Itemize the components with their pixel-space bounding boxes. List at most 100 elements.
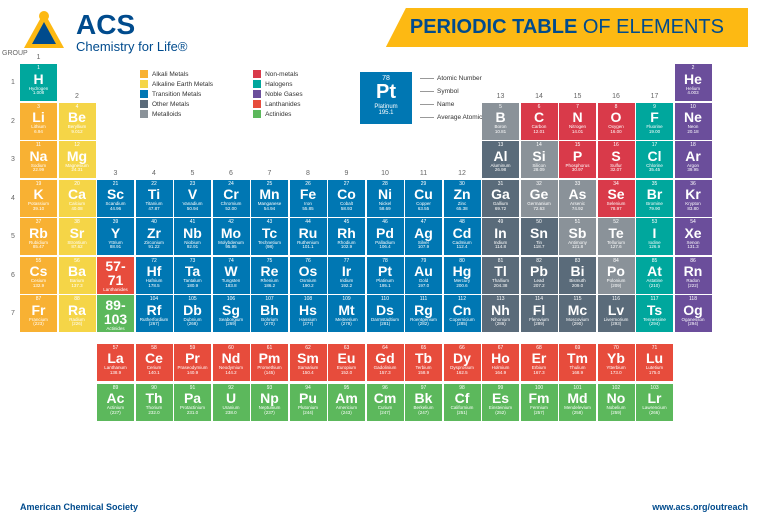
legend-label: Transition Metals bbox=[152, 91, 201, 98]
element-cell: 23VVanadium50.94 bbox=[174, 180, 211, 217]
element-cell: 108HsHassium(277) bbox=[290, 295, 327, 332]
group-number: 14 bbox=[521, 93, 558, 100]
element-symbol: B bbox=[483, 110, 518, 124]
element-cell: 101MdMendelevium(258) bbox=[559, 384, 596, 421]
legend-item: Halogens bbox=[253, 80, 303, 88]
element-cell: 118OgOganesson(294) bbox=[675, 295, 712, 332]
element-cell: 72HfHafnium178.5 bbox=[136, 257, 173, 294]
element-symbol: Hs bbox=[291, 303, 326, 317]
element-cell: 97BkBerkelium(247) bbox=[405, 384, 442, 421]
element-cell: 30ZnZinc65.38 bbox=[444, 180, 481, 217]
element-symbol: Lv bbox=[599, 303, 634, 317]
element-cell: 24CrChromium52.00 bbox=[213, 180, 250, 217]
title-banner: PERIODIC TABLE OF ELEMENTS bbox=[386, 8, 748, 47]
element-cell: 63EuEuropium152.0 bbox=[328, 344, 365, 381]
element-symbol: Be bbox=[60, 110, 95, 124]
element-cell: 104RfRutherfordium(267) bbox=[136, 295, 173, 332]
atomic-number: 109 bbox=[328, 297, 365, 302]
element-cell: 78PtPlatinum195.1 bbox=[367, 257, 404, 294]
element-cell: 10NeNeon20.18 bbox=[675, 103, 712, 140]
atomic-number: 93 bbox=[251, 386, 288, 391]
element-cell: 8OOxygen16.00 bbox=[598, 103, 635, 140]
element-name: Actinides bbox=[98, 327, 133, 332]
atomic-mass: 232.0 bbox=[137, 411, 172, 416]
element-cell: 58CeCerium140.1 bbox=[136, 344, 173, 381]
atomic-mass: (278) bbox=[329, 322, 364, 327]
element-cell: 74WTungsten183.8 bbox=[213, 257, 250, 294]
atomic-mass: 9.012 bbox=[60, 130, 95, 135]
atomic-number: 38 bbox=[59, 220, 96, 225]
atomic-number: 1 bbox=[20, 66, 57, 71]
atomic-mass: 186.2 bbox=[252, 284, 287, 289]
element-symbol: Th bbox=[137, 391, 172, 405]
element-cell: 18ArArgon39.95 bbox=[675, 141, 712, 178]
element-cell: 16SSulfur32.07 bbox=[598, 141, 635, 178]
element-symbol: Db bbox=[175, 303, 210, 317]
element-symbol: Te bbox=[599, 226, 634, 240]
logo-area: ACS Chemistry for Life® bbox=[20, 8, 187, 56]
atomic-mass: (257) bbox=[522, 411, 557, 416]
atomic-number: 37 bbox=[20, 220, 57, 225]
element-cell: 112CnCopernicium(285) bbox=[444, 295, 481, 332]
atomic-mass: (98) bbox=[252, 245, 287, 250]
atomic-number: 117 bbox=[636, 297, 673, 302]
element-symbol: Cr bbox=[214, 187, 249, 201]
element-cell: 25MnManganese54.94 bbox=[251, 180, 288, 217]
element-symbol: K bbox=[21, 187, 56, 201]
element-symbol: O bbox=[599, 110, 634, 124]
element-cell: 15PPhosphorus30.97 bbox=[559, 141, 596, 178]
atomic-number: 18 bbox=[675, 143, 712, 148]
element-cell: 47AgSilver107.9 bbox=[405, 218, 442, 255]
element-symbol: Cs bbox=[21, 264, 56, 278]
element-symbol: Mo bbox=[214, 226, 249, 240]
element-cell: 110DsDarmstadtium(281) bbox=[367, 295, 404, 332]
element-symbol: Ts bbox=[637, 303, 672, 317]
element-cell: 96CmCurium(247) bbox=[367, 384, 404, 421]
footer-left: American Chemical Society bbox=[20, 502, 138, 512]
atomic-mass: 47.87 bbox=[137, 207, 172, 212]
element-cell: 26FeIron55.85 bbox=[290, 180, 327, 217]
atomic-mass: (251) bbox=[445, 411, 480, 416]
element-symbol: Mn bbox=[252, 187, 287, 201]
element-symbol: Si bbox=[522, 149, 557, 163]
element-symbol: Nh bbox=[483, 303, 518, 317]
atomic-mass: (293) bbox=[599, 322, 634, 327]
atomic-mass: 79.90 bbox=[637, 207, 672, 212]
period-number: 7 bbox=[8, 295, 18, 332]
category-legend: Alkali MetalsNon-metalsAlkaline Earth Me… bbox=[140, 70, 303, 118]
element-symbol: Sm bbox=[291, 351, 326, 365]
element-symbol: Es bbox=[483, 391, 518, 405]
atomic-number: 86 bbox=[675, 259, 712, 264]
element-symbol: Y bbox=[98, 226, 133, 240]
atomic-number: 53 bbox=[636, 220, 673, 225]
atomic-number: 95 bbox=[328, 386, 365, 391]
atomic-mass: (266) bbox=[637, 411, 672, 416]
atomic-number: 23 bbox=[174, 182, 211, 187]
element-cell: 65TbTerbium158.9 bbox=[405, 344, 442, 381]
atomic-number: 50 bbox=[521, 220, 558, 225]
element-symbol: Ba bbox=[60, 264, 95, 278]
atomic-number: 21 bbox=[97, 182, 134, 187]
element-cell: 39YYttrium88.91 bbox=[97, 218, 134, 255]
atomic-mass: 102.9 bbox=[329, 245, 364, 250]
element-symbol: Mt bbox=[329, 303, 364, 317]
element-cell: 71LuLutetium175.0 bbox=[636, 344, 673, 381]
atomic-mass: 69.72 bbox=[483, 207, 518, 212]
legend-swatch bbox=[253, 90, 261, 98]
atomic-number: 34 bbox=[598, 182, 635, 187]
atomic-mass: 20.18 bbox=[676, 130, 711, 135]
atomic-number: 67 bbox=[482, 346, 519, 351]
element-cell: 105DbDubnium(268) bbox=[174, 295, 211, 332]
element-cell: 48CdCadmium112.4 bbox=[444, 218, 481, 255]
atomic-mass: (210) bbox=[637, 284, 672, 289]
atomic-number: 29 bbox=[405, 182, 442, 187]
element-cell: 22TiTitanium47.87 bbox=[136, 180, 173, 217]
element-symbol: Bi bbox=[560, 264, 595, 278]
atomic-number: 28 bbox=[367, 182, 404, 187]
atomic-number: 88 bbox=[59, 297, 96, 302]
atomic-mass: 1.008 bbox=[21, 91, 56, 96]
element-symbol: Md bbox=[560, 391, 595, 405]
group-number: 15 bbox=[559, 93, 596, 100]
header: ACS Chemistry for Life® PERIODIC TABLE O… bbox=[0, 0, 768, 56]
element-symbol: U bbox=[214, 391, 249, 405]
